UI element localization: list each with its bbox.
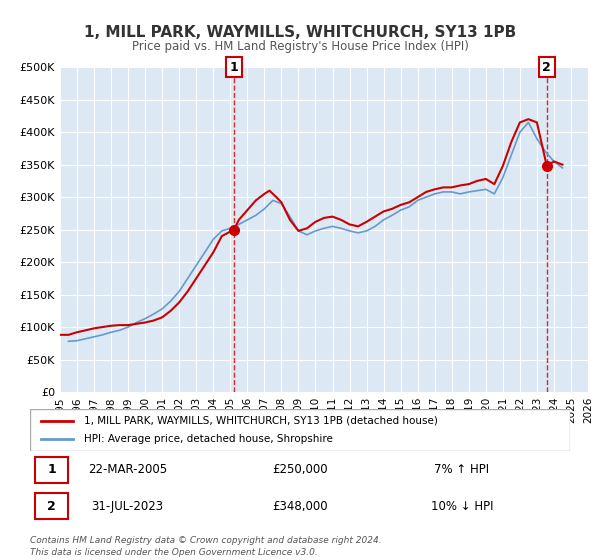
Text: 1: 1 <box>230 60 238 74</box>
Text: 1, MILL PARK, WAYMILLS, WHITCHURCH, SY13 1PB (detached house): 1, MILL PARK, WAYMILLS, WHITCHURCH, SY13… <box>84 416 438 426</box>
FancyBboxPatch shape <box>35 456 68 483</box>
FancyBboxPatch shape <box>35 493 68 519</box>
Text: Price paid vs. HM Land Registry's House Price Index (HPI): Price paid vs. HM Land Registry's House … <box>131 40 469 53</box>
Text: 1, MILL PARK, WAYMILLS, WHITCHURCH, SY13 1PB: 1, MILL PARK, WAYMILLS, WHITCHURCH, SY13… <box>84 25 516 40</box>
Text: 2: 2 <box>47 500 56 512</box>
Text: £250,000: £250,000 <box>272 463 328 476</box>
Text: This data is licensed under the Open Government Licence v3.0.: This data is licensed under the Open Gov… <box>30 548 318 557</box>
Text: 7% ↑ HPI: 7% ↑ HPI <box>434 463 490 476</box>
Text: HPI: Average price, detached house, Shropshire: HPI: Average price, detached house, Shro… <box>84 434 333 444</box>
Text: 2: 2 <box>542 60 551 74</box>
Text: 22-MAR-2005: 22-MAR-2005 <box>88 463 167 476</box>
Text: 10% ↓ HPI: 10% ↓ HPI <box>431 500 493 512</box>
Text: Contains HM Land Registry data © Crown copyright and database right 2024.: Contains HM Land Registry data © Crown c… <box>30 536 382 545</box>
Text: 1: 1 <box>47 463 56 476</box>
Text: £348,000: £348,000 <box>272 500 328 512</box>
Text: 31-JUL-2023: 31-JUL-2023 <box>91 500 163 512</box>
FancyBboxPatch shape <box>30 409 570 451</box>
